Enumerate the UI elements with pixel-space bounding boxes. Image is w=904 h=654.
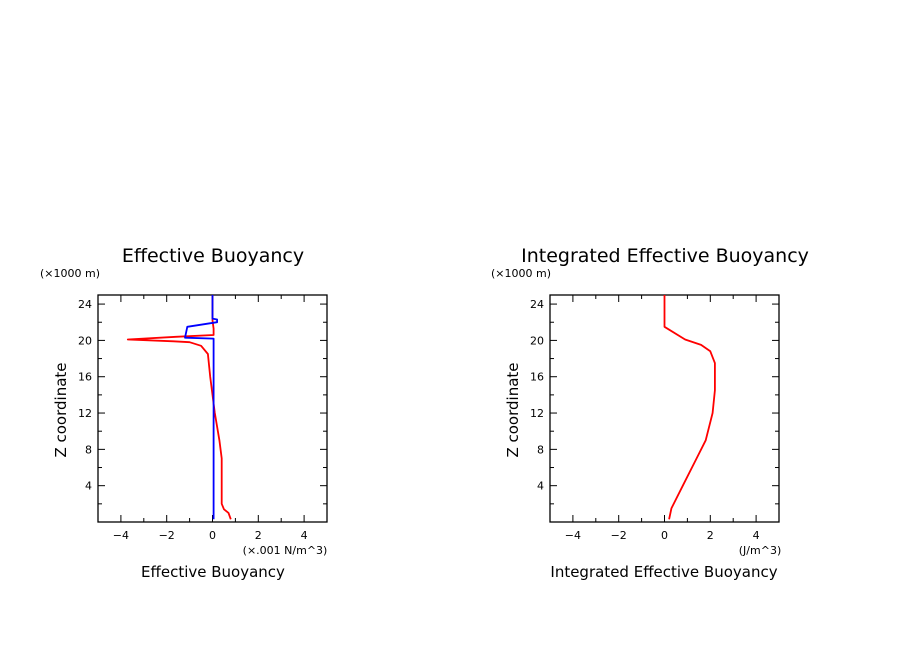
x-axis-label: Effective Buoyancy xyxy=(141,563,285,581)
y-tick-label: 8 xyxy=(537,443,544,456)
chart-title: Integrated Effective Buoyancy xyxy=(521,245,809,267)
y-tick-label: 20 xyxy=(530,334,544,347)
plot-frame xyxy=(97,294,328,523)
integrated-effective-buoyancy-panel: Integrated Effective Buoyancy (×1000 m) … xyxy=(491,245,809,581)
x-unit-label: (J/m^3) xyxy=(739,544,781,557)
y-tick-label: 24 xyxy=(78,298,92,311)
plot-frame xyxy=(549,294,780,523)
x-tick-label: 0 xyxy=(209,529,216,542)
x-tick-label: 2 xyxy=(707,529,714,542)
y-unit-label: (×1000 m) xyxy=(491,267,551,280)
y-tick-label: 16 xyxy=(530,371,544,384)
x-tick-label: 4 xyxy=(753,529,760,542)
y-tick-label: 24 xyxy=(530,298,544,311)
series-group xyxy=(663,295,716,520)
x-tick-label: −2 xyxy=(611,529,627,542)
y-tick-label: 12 xyxy=(78,407,92,420)
x-tick-label: 2 xyxy=(255,529,262,542)
x-tick-label: −4 xyxy=(565,529,581,542)
y-tick-label: 16 xyxy=(78,371,92,384)
chart-title: Effective Buoyancy xyxy=(122,245,304,267)
y-axis-label: Z coordinate xyxy=(52,362,70,457)
y-tick-label: 4 xyxy=(537,480,544,493)
x-tick-label: 4 xyxy=(301,529,308,542)
y-tick-label: 8 xyxy=(85,443,92,456)
series-line-2 xyxy=(184,295,218,520)
y-tick-label: 20 xyxy=(78,334,92,347)
y-axis-label: Z coordinate xyxy=(504,362,522,457)
x-tick-label: −4 xyxy=(113,529,129,542)
series-line-1 xyxy=(126,295,232,520)
series-group xyxy=(126,295,232,520)
y-tick-label: 12 xyxy=(530,407,544,420)
x-axis-label: Integrated Effective Buoyancy xyxy=(550,563,777,581)
x-tick-label: −2 xyxy=(159,529,175,542)
y-unit-label: (×1000 m) xyxy=(40,267,100,280)
series-line-1 xyxy=(663,295,716,520)
effective-buoyancy-panel: Effective Buoyancy (×1000 m) Z coordinat… xyxy=(40,245,328,581)
y-tick-label: 4 xyxy=(85,480,92,493)
x-tick-label: 0 xyxy=(661,529,668,542)
x-unit-label: (×.001 N/m^3) xyxy=(243,544,328,557)
